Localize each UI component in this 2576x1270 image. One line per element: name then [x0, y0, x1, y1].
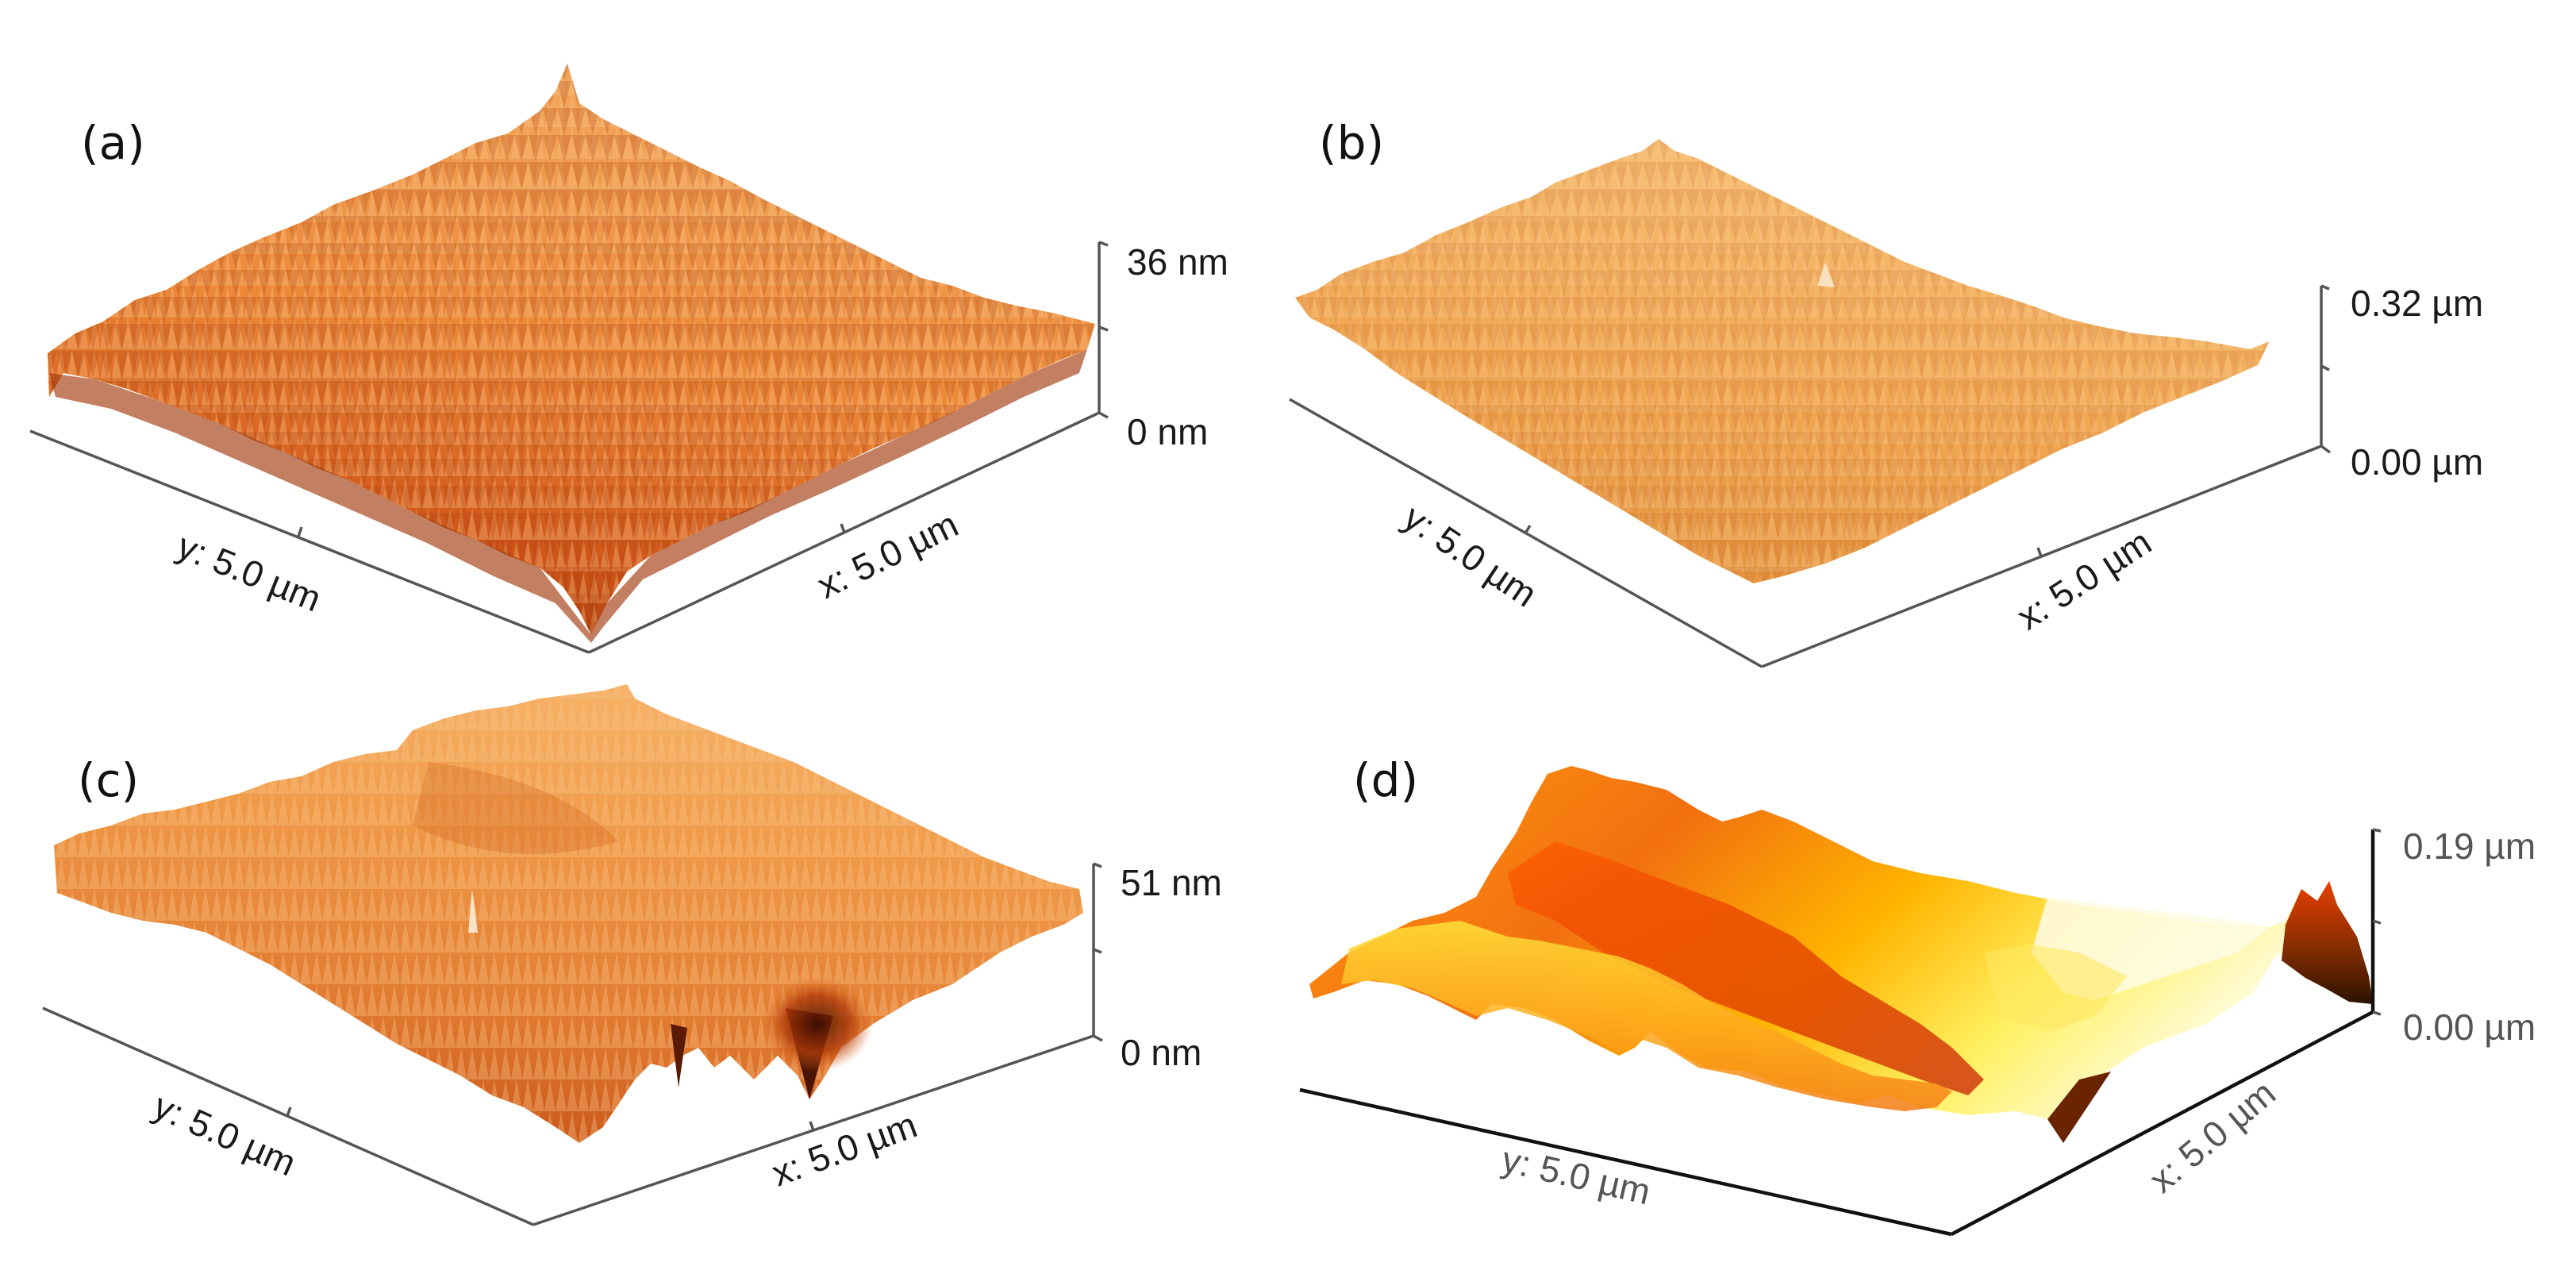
y-axis-label-b: y: 5.0 µm	[1396, 496, 1544, 614]
z-min-label-b: 0.00 µm	[2351, 441, 2483, 483]
z-min-label-a: 0 nm	[1127, 411, 1208, 452]
z-min-label-d: 0.00 µm	[2403, 1006, 2536, 1048]
surface-d	[1309, 766, 2373, 1143]
x-axis-label-a: x: 5.0 µm	[811, 503, 965, 606]
y-axis-c	[42, 1006, 534, 1226]
y-axis-d	[1299, 1087, 1952, 1237]
x-axis-label-d: x: 5.0 µm	[2141, 1072, 2283, 1201]
z-max-label-c: 51 nm	[1121, 862, 1222, 903]
z-max-label-d: 0.19 µm	[2403, 826, 2536, 867]
panel-label-b: (b)	[1319, 116, 1384, 170]
surface-c	[54, 684, 1083, 1143]
y-axis-a	[29, 429, 590, 654]
y-axis-label-c: y: 5.0 µm	[148, 1085, 302, 1184]
panel-label-d: (d)	[1353, 753, 1418, 807]
surface-a	[48, 64, 1095, 643]
panel-b: (b) 0.32 µm 0.00 µm y: 5.0 µm x: 5.0 µm	[1289, 116, 2483, 668]
panel-d: (d) 0.19 µm 0.00 µm y: 5.0 µm x: 5.0 µm	[1299, 753, 2536, 1237]
z-min-label-c: 0 nm	[1121, 1032, 1201, 1073]
surface-b	[1295, 139, 2270, 583]
z-max-label-b: 0.32 µm	[2351, 283, 2483, 324]
x-axis-b	[1761, 444, 2322, 668]
panel-label-c: (c)	[78, 753, 139, 807]
panel-label-a: (a)	[81, 116, 145, 170]
panel-a: (a) 36 nm 0 nm y: 5.0 µm x: 5.0 µm	[29, 64, 1228, 654]
x-axis-label-c: x: 5.0 µm	[767, 1104, 922, 1195]
z-max-label-a: 36 nm	[1127, 241, 1228, 283]
x-axis-d	[1950, 1010, 2374, 1236]
panel-c: (c) 51 nm 0 nm y: 5.0 µm x: 5.0 µm	[42, 684, 1222, 1226]
